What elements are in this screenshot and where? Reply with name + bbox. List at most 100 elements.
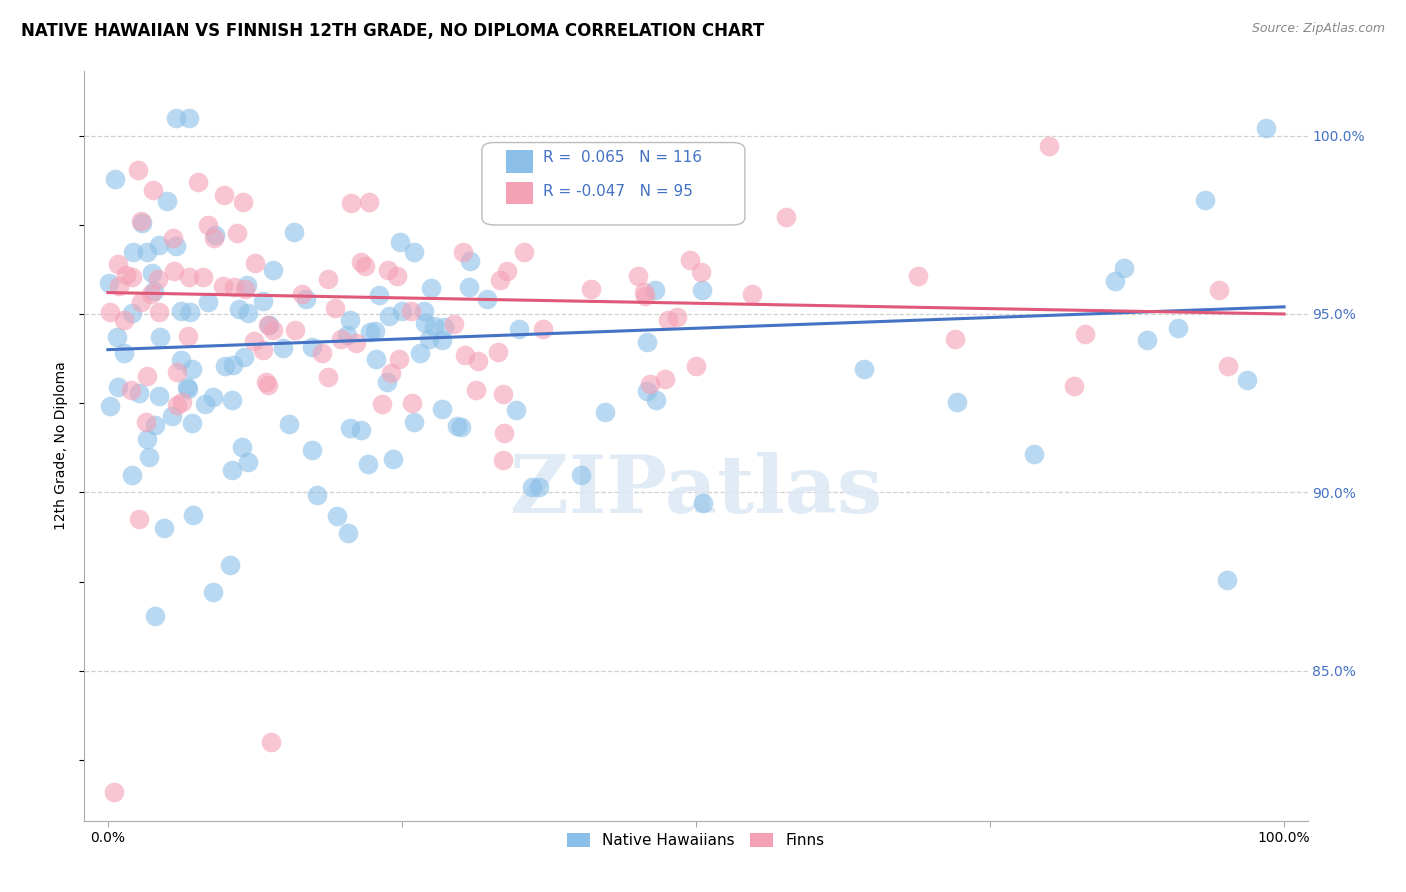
Point (946, 394, 969, 409)
Point (627, 268, 650, 283)
Point (420, 281, 443, 295)
Point (359, 325, 381, 339)
Point (1208, 283, 1230, 297)
Point (252, 294, 274, 309)
Point (404, 415, 426, 429)
Point (458, 253, 481, 268)
Point (1216, 573, 1239, 587)
Point (1104, 274, 1126, 288)
Point (385, 269, 408, 284)
Point (138, 450, 160, 464)
Point (166, 365, 188, 379)
Point (368, 288, 391, 302)
Point (291, 287, 314, 301)
Point (257, 377, 280, 392)
Point (177, 382, 200, 396)
Point (413, 304, 436, 318)
Point (107, 257, 129, 271)
Point (380, 366, 402, 380)
Point (148, 238, 170, 252)
Point (179, 305, 201, 319)
Point (339, 420, 361, 434)
Point (357, 458, 380, 472)
Point (531, 322, 554, 336)
Point (644, 393, 666, 408)
Point (236, 306, 259, 320)
Point (98, 304, 121, 318)
Point (430, 333, 453, 347)
Point (344, 336, 367, 351)
Point (221, 463, 243, 477)
Point (121, 306, 143, 320)
Point (165, 239, 187, 253)
Point (569, 467, 592, 482)
Point (294, 292, 316, 306)
Point (489, 273, 512, 287)
Point (202, 230, 225, 244)
Text: NATIVE HAWAIIAN VS FINNISH 12TH GRADE, NO DIPLOMA CORRELATION CHART: NATIVE HAWAIIAN VS FINNISH 12TH GRADE, N… (21, 22, 765, 40)
Point (187, 175, 209, 189)
Point (136, 432, 159, 446)
Point (636, 335, 658, 350)
Point (181, 362, 204, 376)
Point (277, 417, 299, 432)
Point (284, 323, 307, 337)
Point (692, 283, 714, 297)
Point (170, 353, 193, 368)
Point (433, 320, 456, 334)
Point (377, 262, 399, 277)
Point (112, 346, 135, 360)
Point (122, 245, 145, 260)
FancyBboxPatch shape (506, 181, 533, 204)
Point (1112, 261, 1135, 276)
Point (148, 389, 170, 403)
Point (121, 269, 143, 284)
Point (129, 294, 152, 309)
Point (350, 423, 373, 437)
Point (135, 415, 157, 429)
Point (422, 318, 444, 333)
Point (329, 332, 352, 346)
Point (136, 368, 159, 383)
Point (402, 244, 425, 259)
Point (260, 735, 283, 749)
Point (254, 375, 277, 389)
Point (496, 264, 519, 278)
Point (181, 508, 204, 522)
Point (120, 383, 142, 397)
Point (202, 390, 225, 404)
Point (508, 322, 530, 336)
Point (107, 379, 129, 393)
Point (201, 584, 224, 599)
Point (191, 269, 214, 284)
Point (1063, 379, 1085, 393)
Point (149, 330, 172, 344)
Point (354, 259, 377, 273)
Point (311, 345, 333, 359)
Point (128, 512, 150, 526)
Point (432, 402, 454, 417)
Point (98, 399, 121, 413)
Point (148, 272, 170, 286)
Point (1256, 121, 1278, 136)
Point (475, 292, 498, 306)
Point (170, 395, 193, 409)
Point (505, 403, 527, 417)
Point (644, 283, 666, 297)
Point (907, 269, 929, 284)
Point (401, 303, 423, 318)
Point (1038, 139, 1060, 153)
Point (636, 384, 658, 398)
Point (105, 330, 128, 344)
Point (339, 312, 361, 326)
Point (194, 397, 217, 411)
Point (370, 396, 392, 410)
Point (488, 345, 510, 359)
Point (1236, 373, 1258, 387)
Point (654, 371, 676, 385)
Point (359, 194, 381, 209)
Point (165, 111, 187, 125)
Point (1024, 447, 1046, 461)
Point (262, 323, 284, 337)
Point (204, 228, 226, 243)
